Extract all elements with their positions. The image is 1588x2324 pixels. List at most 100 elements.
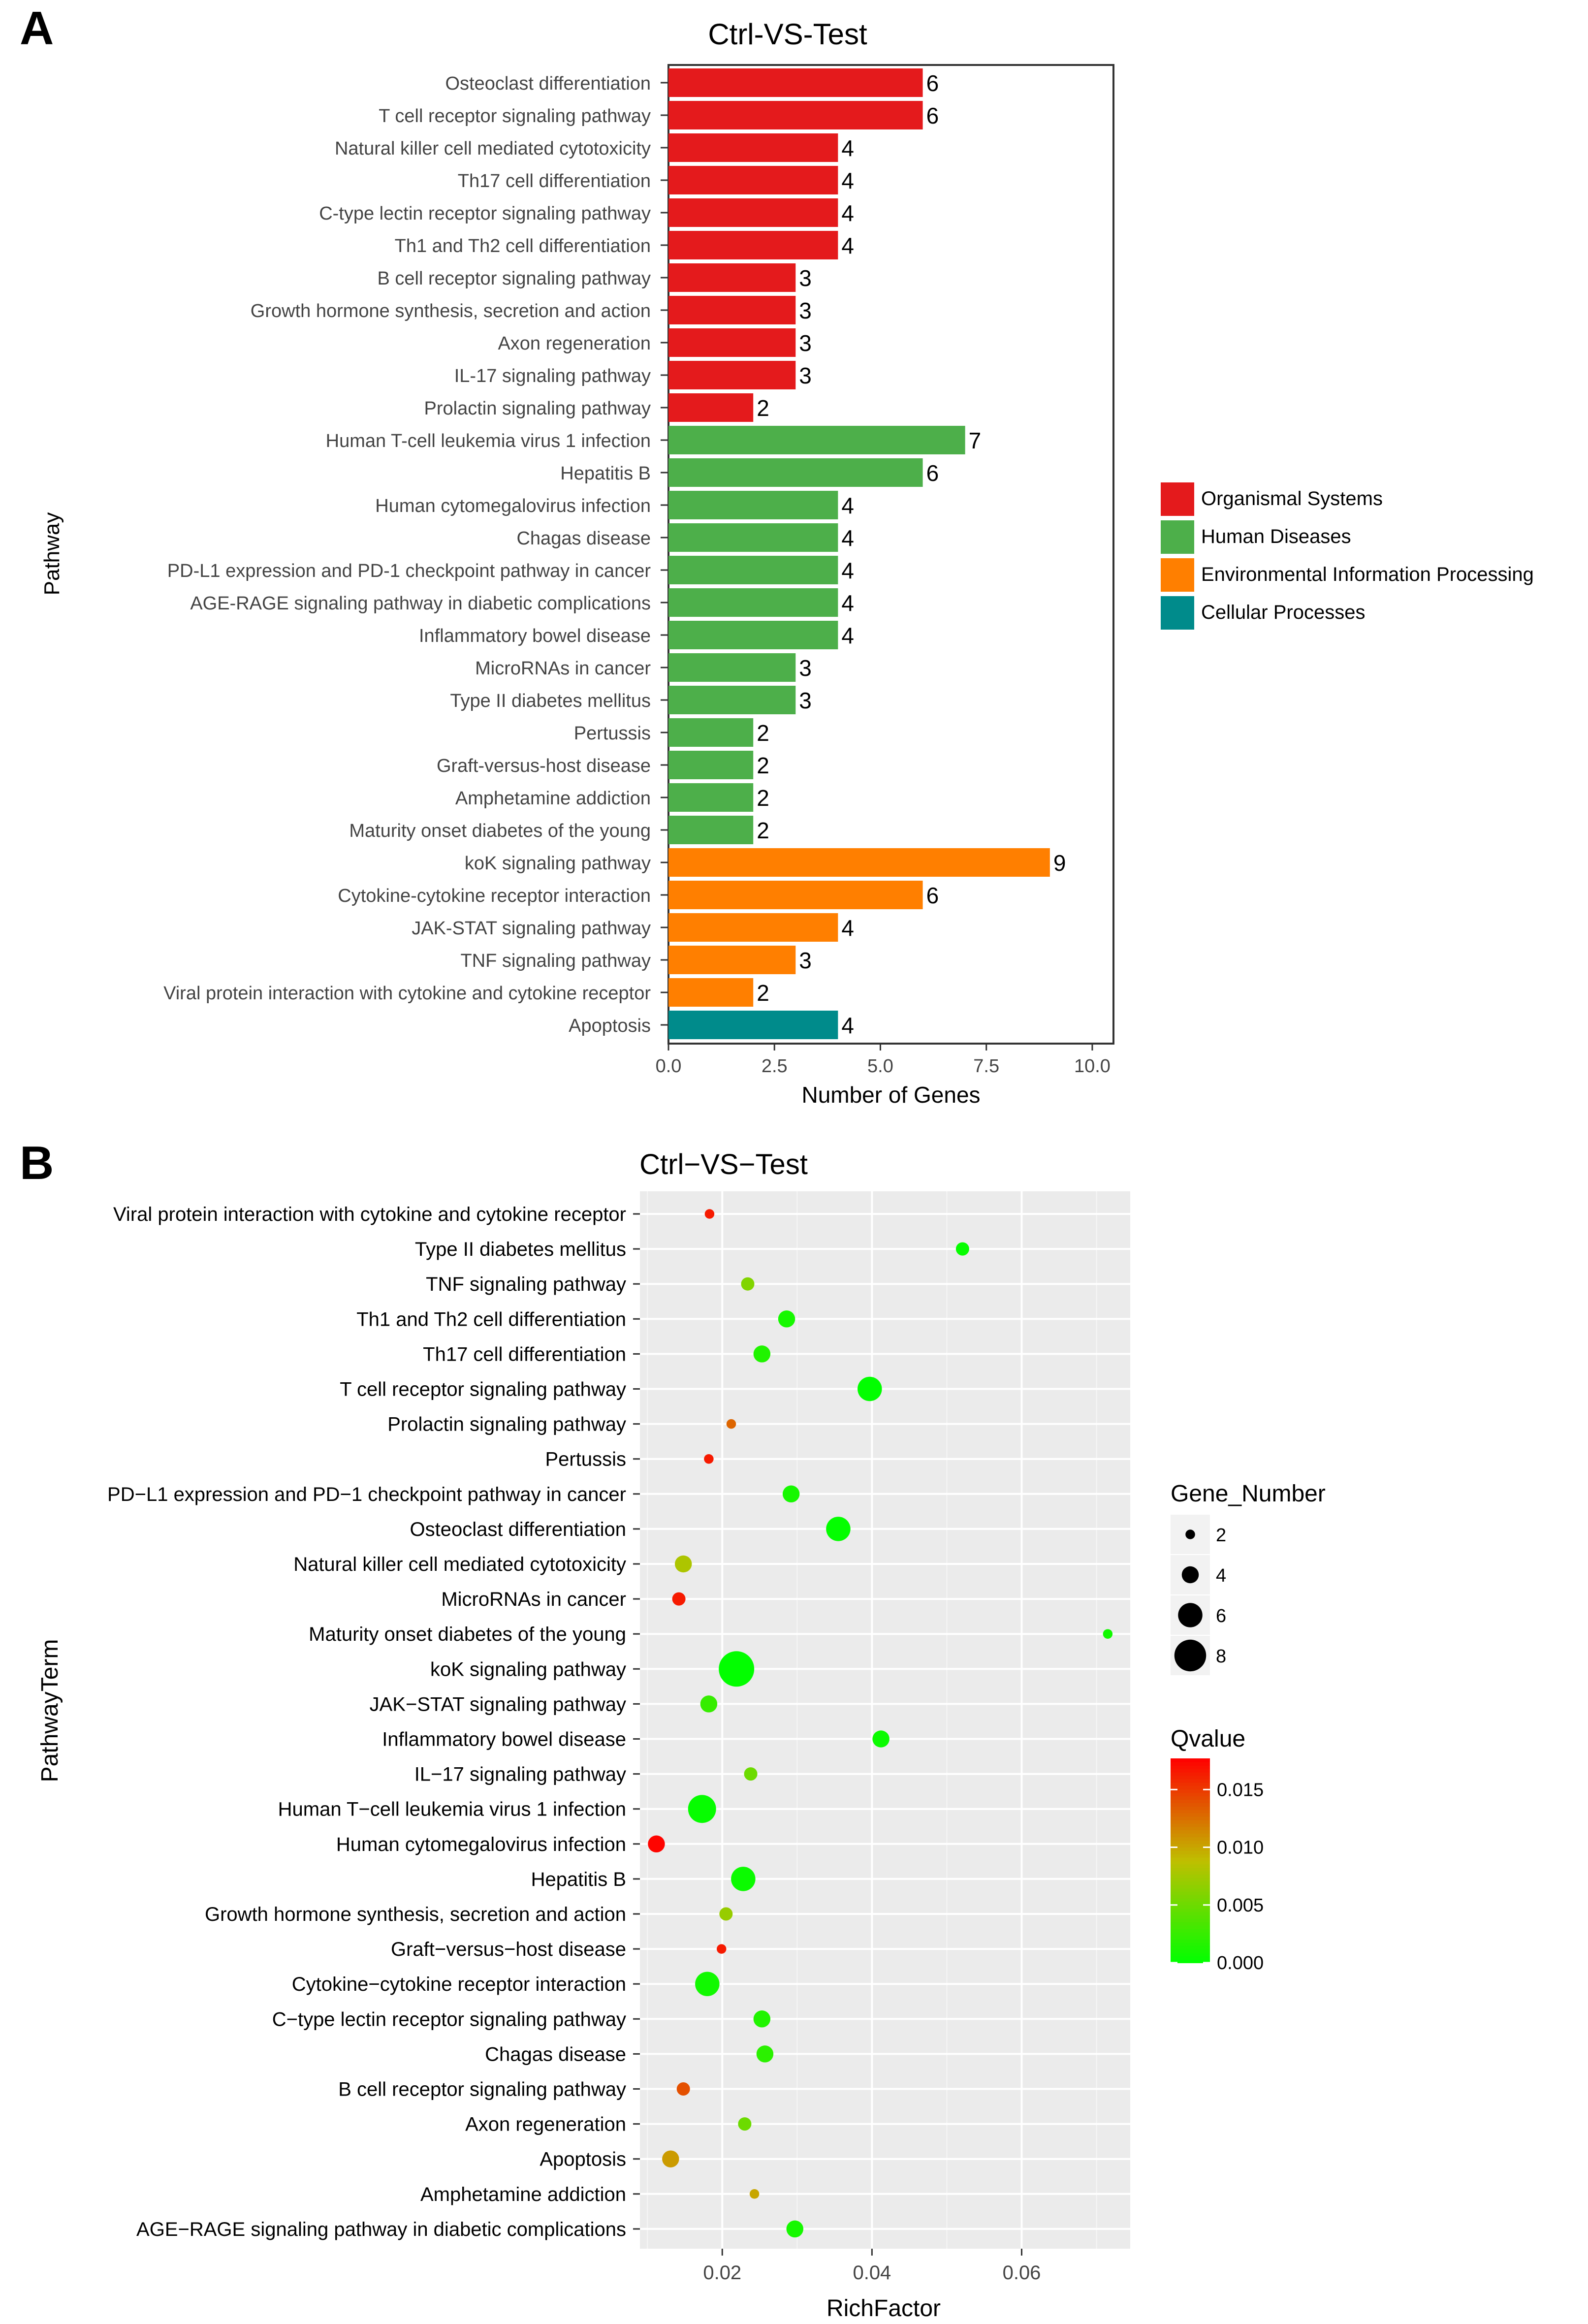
colorbar-segment [1171, 1857, 1210, 1861]
size-legend-label-8: 8 [1216, 1646, 1226, 1667]
bar-value-prolactin-signaling-pathway: 2 [757, 395, 769, 421]
term-label-prolactin-signaling-pathway: Prolactin signaling pathway [387, 1414, 626, 1435]
point-human-cytomegalovirus-infection [648, 1835, 665, 1853]
colorbar-segment [1171, 1956, 1210, 1960]
bar-value-osteoclast-differentiation: 6 [926, 70, 939, 96]
category-label-th17-cell-differentiation: Th17 cell differentiation [458, 171, 651, 191]
bar-value-inflammatory-bowel-disease: 4 [841, 623, 854, 648]
term-label-apoptosis: Apoptosis [540, 2149, 626, 2170]
panel-a-category-labels: Osteoclast differentiation T cell recepto… [163, 73, 668, 1036]
colorbar-segment [1171, 1894, 1210, 1899]
bar-pertussis [668, 718, 754, 747]
x-tick-label: 5.0 [867, 1056, 893, 1077]
term-label-human-cytomegalovirus-infection: Human cytomegalovirus infection [336, 1834, 626, 1855]
colorbar-segment [1171, 1918, 1210, 1922]
category-label-th1-and-th2-cell-differentiation: Th1 and Th2 cell differentiation [395, 236, 651, 256]
colorbar-segment [1171, 1826, 1210, 1831]
colorbar-segment [1171, 1772, 1210, 1776]
bar-maturity-onset-diabetes-of-the-young [668, 816, 754, 844]
bar-value-pd-l1-expression-and-pd-1-checkpoint-pathway-in-cancer: 4 [841, 558, 854, 583]
category-label-c-type-lectin-receptor-signaling-pathway: C-type lectin receptor signaling pathway [319, 203, 651, 224]
category-label-micrornas-in-cancer: MicroRNAs in cancer [475, 658, 651, 679]
size-legend-dot-2 [1185, 1529, 1195, 1539]
bar-type-ii-diabetes-mellitus [668, 686, 796, 714]
legend-key-human-diseases [1161, 520, 1194, 554]
bar-jak-stat-signaling-pathway [668, 913, 838, 942]
colorbar-segment [1171, 1878, 1210, 1881]
point-th1-and-th2-cell-differentiation [778, 1310, 795, 1328]
point-type-ii-diabetes-mellitus [955, 1242, 969, 1256]
colorbar-segment [1171, 1785, 1210, 1790]
legend-label-organismal-systems: Organismal Systems [1201, 488, 1383, 509]
colorbar-segment [1171, 1782, 1210, 1786]
colorbar-segment [1171, 1758, 1210, 1762]
colorbar-segment [1171, 1813, 1210, 1817]
colorbar-segment [1171, 1959, 1210, 1963]
colorbar-segment [1171, 1891, 1210, 1895]
bar-value-chagas-disease: 4 [841, 525, 854, 551]
bar-value-viral-protein-interaction-with-cytokine-and-cytokine-receptor: 2 [757, 980, 769, 1006]
colorbar-segment [1171, 1928, 1210, 1933]
bar-value-natural-killer-cell-mediated-cytotoxicity: 4 [841, 135, 854, 161]
x-tick-label: 0.02 [703, 2262, 741, 2284]
bar-value-growth-hormone-synthesis-secretion-and-action: 3 [799, 298, 812, 323]
term-label-osteoclast-differentiation: Osteoclast differentiation [410, 1519, 626, 1540]
point-axon-regeneration [738, 2117, 752, 2131]
term-label-t-cell-receptor-signaling-pathway: T cell receptor signaling pathway [340, 1379, 626, 1401]
point-pd-l1-expression-and-pd-1-checkpoint-pathway-in-cancer [782, 1485, 800, 1503]
bar-value-type-ii-diabetes-mellitus: 3 [799, 688, 812, 713]
panel-a-y-axis-label: Pathway [40, 512, 64, 596]
bar-apoptosis [668, 1011, 838, 1039]
colorbar-label: 0.000 [1217, 1953, 1264, 1974]
category-label-b-cell-receptor-signaling-pathway: B cell receptor signaling pathway [377, 268, 651, 289]
point-growth-hormone-synthesis-secretion-and-action [719, 1907, 733, 1921]
point-human-t-cell-leukemia-virus-1-infection [688, 1795, 716, 1823]
panel-b-color-legend: Qvalue 0.015 0.010 0.005 0.000 [1171, 1726, 1264, 1974]
bar-value-pertussis: 2 [757, 720, 769, 746]
colorbar-segment [1171, 1908, 1210, 1912]
point-cytokine-cytokine-receptor-interaction [695, 1972, 720, 1996]
colorbar-segment [1171, 1775, 1210, 1780]
panel-b-x-ticks: 0.02 0.04 0.06 [703, 2249, 1041, 2284]
category-label-type-ii-diabetes-mellitus: Type II diabetes mellitus [450, 691, 651, 711]
point-osteoclast-differentiation [826, 1517, 851, 1541]
panel-a-bars [668, 68, 1050, 1039]
bar-th17-cell-differentiation [668, 166, 838, 194]
bar-value-human-t-cell-leukemia-virus-1-infection: 7 [969, 428, 982, 453]
size-legend-title: Gene_Number [1171, 1481, 1326, 1507]
bar-value-th1-and-th2-cell-differentiation: 4 [841, 233, 854, 258]
panel-a-value-labels: 6 6 4 4 4 4 3 3 3 3 2 7 6 4 4 4 4 4 3 3 2 2 2 2 9 6 4 3 2 4 [757, 70, 1066, 1038]
legend-label-human-diseases: Human Diseases [1201, 526, 1351, 547]
colorbar-segment [1171, 1802, 1210, 1807]
point-chagas-disease [756, 2045, 774, 2063]
category-label-cytokine-cytokine-receptor-interaction: Cytokine-cytokine receptor interaction [338, 886, 651, 906]
term-label-chagas-disease: Chagas disease [485, 2043, 626, 2065]
term-label-il-17-signaling-pathway: IL−17 signaling pathway [414, 1764, 626, 1785]
point-maturity-onset-diabetes-of-the-young [1103, 1629, 1113, 1639]
point-apoptosis [662, 2150, 679, 2167]
size-legend-label-2: 2 [1216, 1525, 1226, 1546]
term-label-growth-hormone-synthesis-secretion-and-action: Growth hormone synthesis, secretion and … [205, 1904, 626, 1925]
term-label-micrornas-in-cancer: MicroRNAs in cancer [441, 1589, 626, 1610]
point-micrornas-in-cancer [672, 1592, 686, 1606]
x-tick-label: 0.0 [656, 1056, 682, 1077]
bar-micrornas-in-cancer [668, 653, 796, 682]
bar-value-b-cell-receptor-signaling-pathway: 3 [799, 265, 812, 291]
bar-osteoclast-differentiation [668, 68, 923, 97]
bar-value-age-rage-signaling-pathway-in-diabetic-complications: 4 [841, 590, 854, 616]
point-c-type-lectin-receptor-signaling-pathway [753, 2010, 771, 2028]
colorbar-segment [1171, 1942, 1210, 1946]
colorbar-segment [1171, 1761, 1210, 1766]
category-label-human-cytomegalovirus-infection: Human cytomegalovirus infection [375, 496, 651, 516]
bar-viral-protein-interaction-with-cytokine-and-cytokine-receptor [668, 978, 754, 1007]
category-label-pd-l1-expression-and-pd-1-checkpoint-pathway-in-cancer: PD-L1 expression and PD-1 checkpoint pat… [167, 561, 651, 581]
bar-value-jak-stat-signaling-pathway: 4 [841, 915, 854, 941]
panel-b-term-labels: Viral protein interaction with cytokine … [107, 1204, 640, 2240]
legend-label-environmental-information-processing: Environmental Information Processing [1201, 564, 1534, 585]
bar-value-cytokine-cytokine-receptor-interaction: 6 [926, 883, 939, 908]
bar-growth-hormone-synthesis-secretion-and-action [668, 296, 796, 324]
colorbar-segment [1171, 1765, 1210, 1769]
x-tick-label: 10.0 [1074, 1056, 1111, 1077]
term-label-tnf-signaling-pathway: TNF signaling pathway [426, 1273, 626, 1295]
category-label-apoptosis: Apoptosis [569, 1016, 651, 1036]
